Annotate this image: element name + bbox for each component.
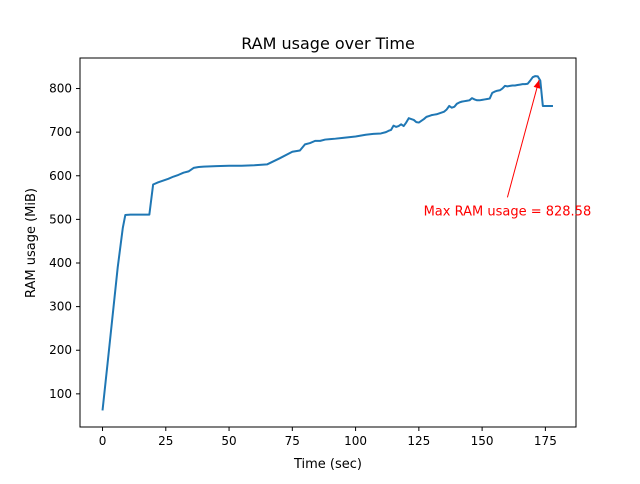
annotation-arrow-head (533, 80, 541, 89)
x-tick-label: 125 (407, 434, 430, 448)
x-tick-label: 100 (344, 434, 367, 448)
x-tick-label: 0 (99, 434, 107, 448)
x-tick-label: 50 (221, 434, 236, 448)
max-annotation-label: Max RAM usage = 828.58 (424, 204, 592, 219)
plot-area: 0 25 50 75 100 125 150 175 100 200 300 400 500 600 700… (49, 57, 577, 448)
x-axis-label: Time (sec) (293, 457, 362, 472)
y-tick-label: 700 (49, 125, 72, 139)
x-tick-label: 75 (285, 434, 300, 448)
y-tick-label: 500 (49, 212, 72, 226)
x-tick-label: 25 (158, 434, 173, 448)
y-tick-label: 400 (49, 256, 72, 270)
chart-title: RAM usage over Time (241, 34, 415, 53)
series-line-0 (101, 75, 553, 411)
y-tick-label: 100 (49, 387, 72, 401)
y-axis-label: RAM usage (MiB) (24, 188, 39, 298)
axes-frame (79, 57, 577, 428)
y-tick-label: 300 (49, 300, 72, 314)
y-tick-label: 200 (49, 343, 72, 357)
x-tick-label: 175 (534, 434, 557, 448)
y-tick-label: 600 (49, 169, 72, 183)
annotation-arrow-line (506, 79, 540, 198)
x-tick-label: 150 (471, 434, 494, 448)
y-tick-label: 800 (49, 82, 72, 96)
